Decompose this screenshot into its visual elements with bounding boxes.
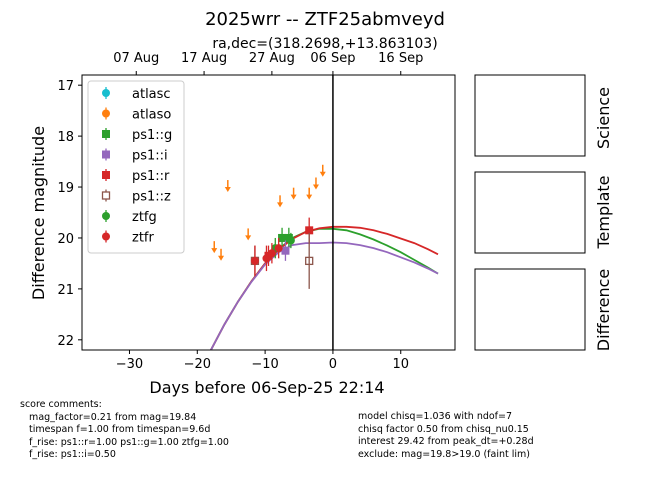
data-point-ps1-r bbox=[305, 226, 314, 235]
upper-limit-arrow-atlaso bbox=[224, 187, 231, 193]
data-point-ps1-z bbox=[305, 256, 314, 266]
comment-line: exclude: mag=19.8>19.0 (faint lim) bbox=[358, 448, 530, 460]
model-comments: model chisq=1.036 with ndof=7 chisq fact… bbox=[358, 411, 534, 461]
comment-line: chisq factor 0.50 from chisq_nu0.15 bbox=[358, 423, 529, 435]
top-axis-tick-label: 07 Aug bbox=[113, 51, 159, 66]
legend-label: atlasc bbox=[132, 87, 171, 102]
model-curve-r bbox=[210, 225, 439, 350]
upper-limit-arrow-atlaso bbox=[211, 248, 218, 254]
template-panel bbox=[474, 171, 586, 254]
legend-marker bbox=[102, 150, 110, 159]
legend-label: ztfg bbox=[132, 210, 157, 225]
top-axis-tick-label: 06 Sep bbox=[310, 51, 355, 66]
data-point-ps1-g bbox=[278, 233, 287, 242]
x-tick-label: 0 bbox=[329, 357, 337, 372]
upper-limit-arrow-atlaso bbox=[277, 202, 284, 208]
upper-limit-arrow-atlaso bbox=[312, 184, 319, 190]
x-tick-label: −10 bbox=[251, 357, 278, 372]
legend-marker bbox=[102, 109, 110, 118]
comment-line: interest 29.42 from peak_dt=+0.28d bbox=[358, 436, 534, 447]
top-axis-tick-label: 16 Sep bbox=[378, 51, 423, 66]
upper-limit-arrow-atlaso bbox=[319, 171, 326, 177]
difference-panel bbox=[474, 268, 586, 351]
model-curve-i bbox=[210, 241, 439, 350]
x-tick-label: −30 bbox=[116, 357, 143, 372]
upper-limit-arrow-atlaso bbox=[218, 255, 225, 261]
chart-subtitle: ra,dec=(318.2698,+13.863103) bbox=[212, 36, 437, 52]
data-point-ztfg bbox=[286, 236, 295, 245]
plot-area: −30 −20 −10 0 10 17 18 19 20 21 22 07 Aug 17 Aug 27 A… bbox=[57, 51, 456, 372]
upper-limit-arrow-atlaso bbox=[290, 194, 297, 200]
score-comments: score comments: mag_factor=0.21 from mag… bbox=[20, 399, 229, 462]
axes-frame bbox=[81, 74, 456, 351]
science-panel bbox=[474, 74, 586, 157]
y-tick-label: 19 bbox=[57, 181, 74, 196]
comment-line: score comments: bbox=[20, 399, 102, 410]
legend-box bbox=[87, 80, 185, 254]
legend-label: ps1::z bbox=[132, 190, 171, 205]
data-point-ztfr bbox=[267, 249, 276, 258]
y-tick-label: 20 bbox=[57, 232, 74, 247]
legend-marker bbox=[102, 232, 110, 241]
top-axis-tick-label: 17 Aug bbox=[181, 51, 227, 66]
legend-label: ztfr bbox=[132, 231, 154, 246]
legend-label: ps1::g bbox=[132, 128, 172, 143]
y-tick-label: 18 bbox=[57, 130, 74, 145]
comment-line: mag_factor=0.21 from mag=19.84 bbox=[20, 411, 197, 423]
comment-line: timespan f=1.00 from timespan=9.6d bbox=[20, 424, 211, 435]
legend-marker bbox=[101, 191, 111, 200]
template-label: Template bbox=[594, 175, 613, 249]
chart-title: 2025wrr -- ZTF25abmveyd bbox=[205, 9, 445, 30]
science-label: Science bbox=[594, 87, 613, 149]
legend-marker bbox=[102, 212, 110, 220]
legend-marker bbox=[102, 130, 110, 138]
top-axis-tick-label: 27 Aug bbox=[249, 51, 295, 66]
y-axis-label: Difference magnitude bbox=[29, 126, 48, 300]
legend-label: ps1::r bbox=[132, 169, 170, 184]
data-point-ztfr bbox=[274, 244, 283, 253]
upper-limit-arrow-atlaso bbox=[306, 194, 313, 200]
comment-line: f_rise: ps1::r=1.00 ps1::g=1.00 ztfg=1.0… bbox=[20, 436, 229, 448]
legend-marker bbox=[102, 89, 110, 97]
x-tick-label: 10 bbox=[392, 357, 409, 372]
data-point-ztfr bbox=[250, 256, 259, 265]
x-axis-label: Days before 06-Sep-25 22:14 bbox=[149, 378, 384, 397]
legend-label: atlaso bbox=[132, 108, 171, 123]
upper-limit-arrow-atlaso bbox=[245, 235, 252, 241]
difference-label: Difference bbox=[594, 269, 613, 351]
data-point-ps1-i bbox=[281, 246, 290, 255]
y-tick-label: 21 bbox=[57, 283, 74, 298]
comment-line: f_rise: ps1::i=0.50 bbox=[20, 449, 116, 460]
legend-label: ps1::i bbox=[132, 149, 168, 164]
legend-marker bbox=[102, 171, 110, 179]
y-tick-label: 22 bbox=[57, 334, 74, 349]
x-tick-label: −20 bbox=[184, 357, 211, 372]
comment-line: model chisq=1.036 with ndof=7 bbox=[358, 411, 513, 422]
model-curve-g bbox=[210, 227, 439, 350]
data-point-ztfr bbox=[262, 254, 271, 263]
y-tick-label: 17 bbox=[57, 79, 74, 94]
